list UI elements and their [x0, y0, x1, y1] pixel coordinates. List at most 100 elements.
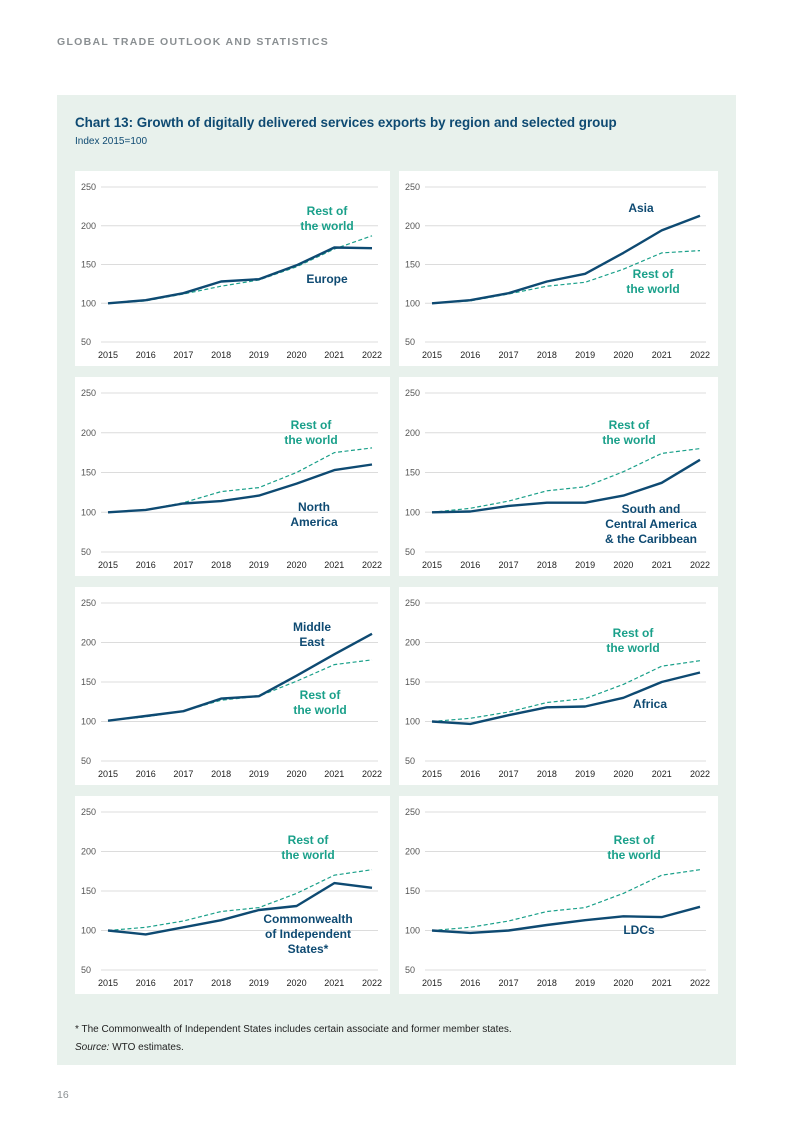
- series-line-region: [107, 246, 373, 305]
- series-line-rest-of-world: [431, 869, 701, 932]
- y-tick-label: 50: [405, 337, 415, 347]
- x-tick-label: 2022: [690, 769, 710, 779]
- x-tick-label: 2022: [690, 560, 710, 570]
- y-tick-label: 150: [81, 677, 96, 687]
- series-label-rest-of-world: Rest of the world: [626, 267, 679, 296]
- y-tick-label: 150: [81, 468, 96, 478]
- series-label-line: the world: [606, 641, 659, 655]
- y-tick-label: 100: [405, 298, 420, 308]
- x-tick-label: 2021: [324, 350, 344, 360]
- x-tick-label: 2016: [136, 560, 156, 570]
- series-label-line: Europe: [306, 272, 348, 286]
- x-tick-label: 2016: [460, 769, 480, 779]
- y-tick-label: 250: [405, 182, 420, 192]
- series-label-line: Rest of: [609, 418, 651, 432]
- series-label-region: Africa: [633, 697, 667, 711]
- x-tick-label: 2022: [690, 978, 710, 988]
- chart-title: Chart 13: Growth of digitally delivered …: [75, 115, 617, 130]
- series-label-line: the world: [284, 433, 337, 447]
- x-tick-label: 2019: [575, 978, 595, 988]
- series-label-region: Asia: [628, 201, 654, 215]
- series-label-region: North America: [290, 500, 338, 529]
- x-tick-label: 2018: [211, 560, 231, 570]
- series-label-line: America: [290, 515, 338, 529]
- y-tick-label: 100: [405, 926, 420, 936]
- x-tick-label: 2020: [613, 769, 633, 779]
- source-label: Source:: [75, 1042, 110, 1053]
- y-tick-label: 200: [405, 638, 420, 648]
- series-label-line: South and: [622, 502, 681, 516]
- x-tick-label: 2018: [537, 978, 557, 988]
- x-tick-label: 2018: [211, 978, 231, 988]
- source-text: WTO estimates.: [109, 1042, 184, 1053]
- x-tick-label: 2020: [613, 978, 633, 988]
- series-label-line: Rest of: [633, 267, 675, 281]
- series-label-rest-of-world: Rest of the world: [300, 204, 353, 233]
- y-tick-label: 250: [81, 807, 96, 817]
- x-tick-label: 2016: [136, 769, 156, 779]
- x-tick-label: 2015: [98, 978, 118, 988]
- y-tick-label: 100: [81, 926, 96, 936]
- x-tick-label: 2018: [211, 350, 231, 360]
- y-tick-label: 200: [81, 847, 96, 857]
- series-label-line: Africa: [633, 697, 667, 711]
- series-label-line: Central America: [605, 517, 697, 531]
- y-tick-label: 50: [405, 547, 415, 557]
- x-tick-label: 2017: [499, 560, 519, 570]
- x-tick-label: 2018: [211, 769, 231, 779]
- series-line-region: [431, 905, 701, 935]
- x-tick-label: 2020: [287, 769, 307, 779]
- y-tick-label: 250: [405, 807, 420, 817]
- series-label-region: South and Central America & the Caribbean: [605, 502, 697, 546]
- y-tick-label: 50: [81, 337, 91, 347]
- series-label-line: of Independent: [265, 927, 351, 941]
- running-header: GLOBAL TRADE OUTLOOK AND STATISTICS: [57, 36, 330, 48]
- series-label-line: Middle: [293, 620, 331, 634]
- series-label-line: Rest of: [614, 833, 656, 847]
- y-tick-label: 150: [81, 886, 96, 896]
- x-tick-label: 2015: [98, 560, 118, 570]
- x-tick-label: 2021: [324, 560, 344, 570]
- x-tick-label: 2020: [287, 978, 307, 988]
- y-tick-label: 250: [81, 388, 96, 398]
- series-line-rest-of-world: [431, 660, 701, 723]
- series-line-rest-of-world: [107, 235, 373, 304]
- x-tick-label: 2021: [324, 769, 344, 779]
- y-tick-label: 100: [81, 507, 96, 517]
- source-note: Source: WTO estimates.: [75, 1042, 184, 1053]
- y-tick-label: 150: [405, 468, 420, 478]
- y-tick-label: 100: [405, 507, 420, 517]
- y-tick-label: 250: [81, 182, 96, 192]
- x-tick-label: 2015: [422, 978, 442, 988]
- x-tick-label: 2016: [460, 978, 480, 988]
- x-tick-label: 2017: [499, 769, 519, 779]
- x-tick-label: 2017: [173, 769, 193, 779]
- series-line-region: [431, 458, 701, 514]
- chart-south-central-america: 250 200 150 100 50 2015 2016 2017 2018 2019 2020 20…: [399, 377, 718, 576]
- series-label-region: Europe: [306, 272, 348, 286]
- x-tick-label: 2019: [575, 560, 595, 570]
- x-tick-label: 2022: [362, 560, 382, 570]
- y-tick-label: 100: [405, 717, 420, 727]
- chart-ldcs: 250 200 150 100 50 2015 2016 2017 2018 2019 2020 20…: [399, 796, 718, 994]
- x-tick-label: 2015: [422, 769, 442, 779]
- x-tick-label: 2022: [362, 978, 382, 988]
- series-label-rest-of-world: Rest of the world: [284, 418, 337, 447]
- series-label-rest-of-world: Rest of the world: [607, 833, 660, 862]
- y-tick-label: 50: [81, 756, 91, 766]
- x-tick-label: 2020: [613, 350, 633, 360]
- y-tick-label: 50: [405, 756, 415, 766]
- series-label-line: States*: [288, 942, 329, 956]
- y-tick-label: 50: [81, 965, 91, 975]
- x-tick-label: 2022: [362, 350, 382, 360]
- y-tick-label: 150: [405, 886, 420, 896]
- x-tick-label: 2016: [460, 560, 480, 570]
- footnote: * The Commonwealth of Independent States…: [75, 1024, 512, 1035]
- series-line-region: [107, 632, 373, 722]
- chart-africa: 250 200 150 100 50 2015 2016 2017 2018 2019 2020 20…: [399, 587, 718, 785]
- y-tick-label: 200: [81, 638, 96, 648]
- x-tick-label: 2021: [652, 769, 672, 779]
- chart-asia: 250 200 150 100 50 2015 2016 2017 2018 2019 2020 20…: [399, 171, 718, 366]
- series-line-region: [431, 214, 701, 305]
- x-tick-label: 2019: [575, 769, 595, 779]
